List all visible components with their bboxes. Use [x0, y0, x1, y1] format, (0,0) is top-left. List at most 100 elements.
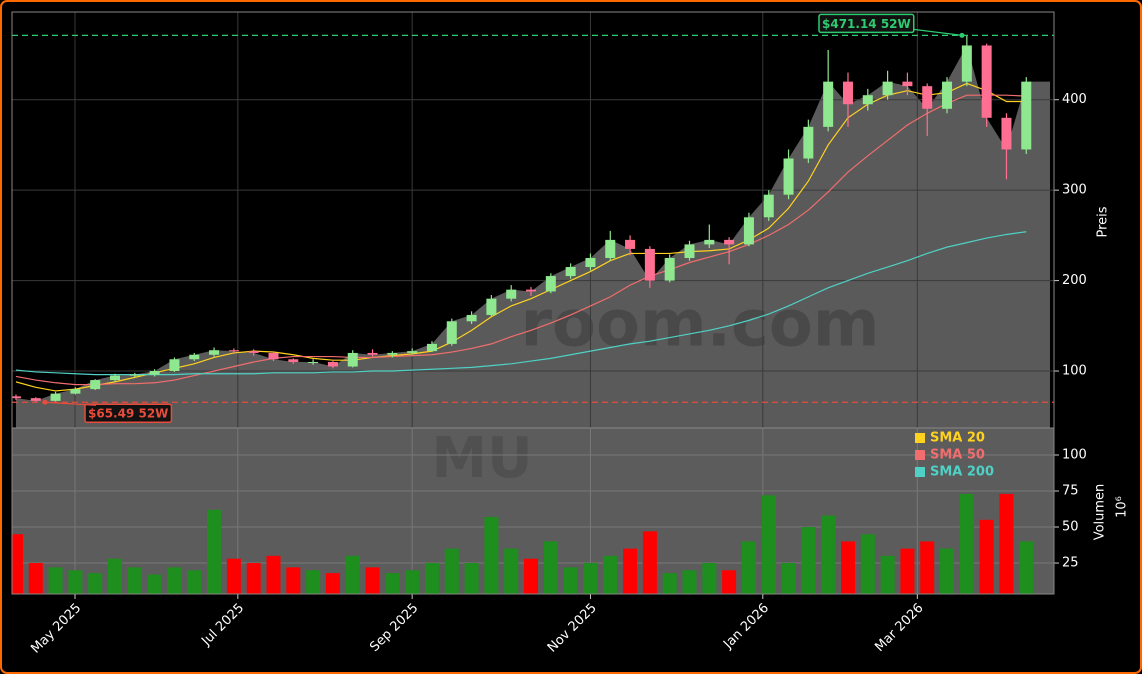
candle-body	[565, 267, 576, 277]
volume-bar	[583, 563, 598, 594]
watermark: MU	[431, 426, 532, 491]
legend-swatch	[915, 450, 925, 460]
candle-body	[327, 361, 338, 367]
volume-plot: MU	[12, 426, 1054, 594]
legend-label: SMA 50	[930, 448, 985, 463]
candle-body	[30, 398, 41, 401]
candle-body	[110, 375, 121, 381]
volume-bar	[642, 531, 657, 594]
volume-bar	[226, 558, 241, 594]
volume-bar	[504, 548, 519, 594]
candle-body	[426, 343, 437, 352]
candle-body	[506, 289, 517, 299]
y-axis-label: Volumen	[1093, 484, 1108, 541]
candle-body	[407, 351, 418, 353]
candle-body	[942, 81, 953, 109]
candle-body	[644, 248, 655, 281]
volume-bar	[266, 555, 281, 594]
legend-label: SMA 20	[930, 431, 985, 446]
candle-body	[308, 361, 319, 363]
volume-bar	[880, 555, 895, 594]
candle-body	[585, 257, 596, 268]
volume-bar	[741, 541, 756, 594]
volume-bar	[68, 570, 83, 594]
candle-body	[882, 81, 893, 96]
y-tick-label: 50	[1062, 520, 1079, 535]
watermark: room.com	[520, 288, 879, 362]
volume-bar	[524, 558, 539, 594]
annotation-arrow	[913, 28, 963, 37]
volume-bar	[127, 567, 142, 594]
candle-body	[922, 86, 933, 109]
volume-bar	[167, 567, 182, 594]
volume-bar	[246, 563, 261, 594]
candle-body	[803, 126, 814, 159]
candle-body	[704, 239, 715, 245]
legend-swatch	[915, 433, 925, 443]
candle-body	[605, 239, 616, 258]
volume-bar	[623, 548, 638, 594]
volume-bar	[603, 555, 618, 594]
candle-body	[763, 194, 774, 218]
y-tick-label: 100	[1062, 364, 1087, 379]
candle-body	[446, 321, 457, 344]
candle-body	[664, 257, 675, 281]
y-tick-label: 75	[1062, 484, 1079, 499]
volume-bar	[662, 573, 677, 594]
annotation-arrow	[44, 401, 97, 406]
candle-body	[70, 389, 81, 394]
candle-body	[268, 352, 279, 360]
candle-body	[50, 393, 61, 401]
sma-line	[15, 231, 1027, 376]
y-tick-label: 200	[1062, 273, 1087, 288]
volume-bar	[306, 570, 321, 594]
volume-bar	[207, 509, 222, 594]
volume-bar	[108, 558, 123, 594]
annotation-box	[818, 13, 915, 34]
close-area	[15, 45, 1050, 428]
candle-body	[486, 298, 497, 315]
volume-bar	[405, 570, 420, 594]
volume-bar	[424, 563, 439, 594]
candle-body	[347, 352, 358, 367]
arrow-head	[959, 32, 965, 38]
candle-body	[842, 81, 853, 105]
candle-body	[823, 81, 834, 127]
volume-bar	[484, 516, 499, 594]
volume-bar	[444, 548, 459, 594]
volume-bar	[900, 548, 915, 594]
candle-body	[367, 352, 378, 355]
sma-line	[15, 94, 1027, 386]
volume-bar	[781, 563, 796, 594]
volume-bar	[920, 541, 935, 594]
volume-bar	[48, 567, 63, 594]
volume-bar	[563, 567, 578, 594]
candle-body	[902, 81, 913, 87]
candle-body	[684, 244, 695, 258]
candle-body	[129, 374, 140, 376]
volume-bar	[682, 570, 697, 594]
volume-bar	[999, 493, 1014, 594]
legend-label: SMA 200	[930, 465, 994, 480]
candle-body	[189, 354, 200, 360]
volume-bar	[860, 534, 875, 594]
y-axis-label: Preis	[1096, 206, 1111, 237]
volume-bar	[147, 574, 162, 594]
annotation-label: $65.49 52W	[88, 407, 168, 421]
volume-bar	[543, 541, 558, 594]
volume-bar	[940, 548, 955, 594]
plot-border	[11, 11, 1055, 595]
candle-body	[248, 351, 259, 353]
volume-bar	[325, 573, 340, 594]
volume-bar	[761, 495, 776, 594]
candle-body	[743, 217, 754, 245]
arrow-head	[42, 399, 48, 405]
volume-bar	[12, 534, 23, 594]
volume-bar	[722, 570, 737, 594]
volume-bar	[88, 573, 103, 594]
volume-bar	[28, 563, 43, 594]
volume-bar	[187, 570, 202, 594]
volume-bar	[959, 493, 974, 594]
candle-body	[1001, 117, 1012, 150]
candle-body	[545, 276, 556, 292]
